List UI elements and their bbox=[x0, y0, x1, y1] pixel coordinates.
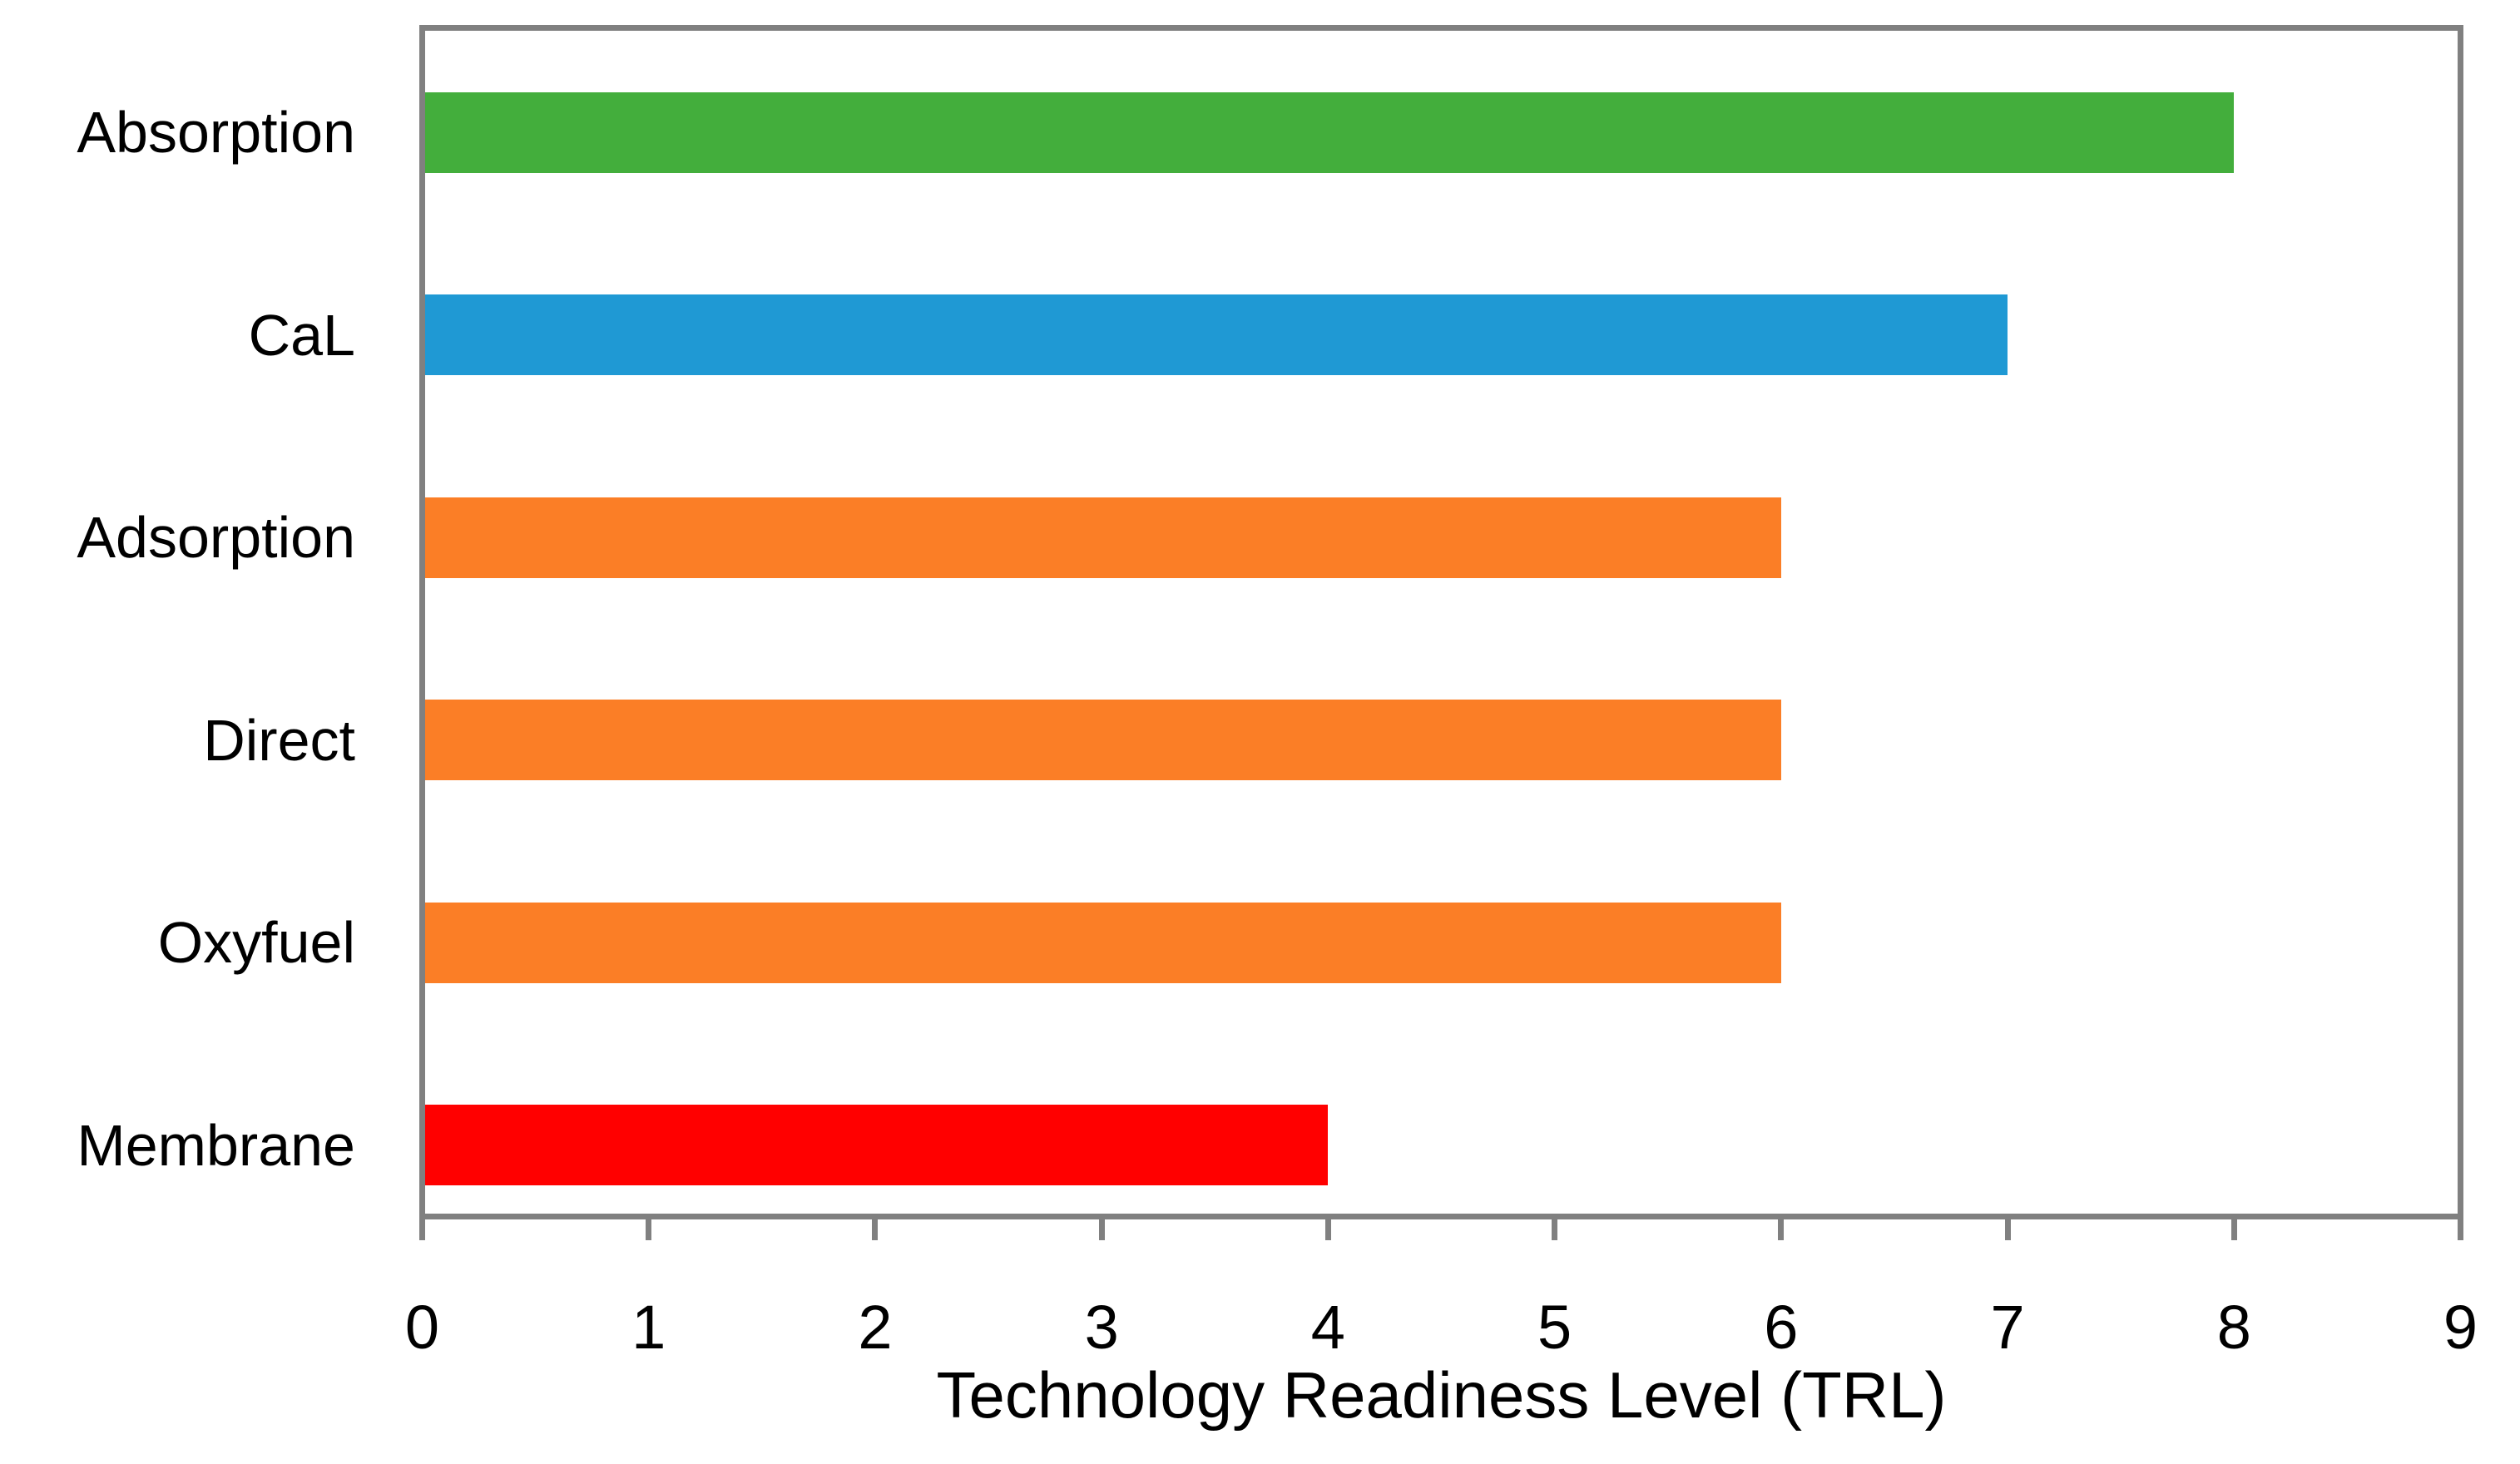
x-axis-tick-label-7: 7 bbox=[1990, 1293, 2025, 1362]
x-axis-title: Technology Readiness Level (TRL) bbox=[936, 1358, 1947, 1432]
x-axis-tick-label-0: 0 bbox=[404, 1293, 440, 1362]
category-label-oxyfuel: Oxyfuel bbox=[157, 910, 355, 975]
x-axis-tick-9 bbox=[2458, 1214, 2463, 1240]
category-label-adsorption: Adsorption bbox=[77, 505, 355, 570]
bar-adsorption bbox=[425, 497, 1781, 578]
bar-absorption bbox=[425, 92, 2235, 173]
x-axis-tick-label-9: 9 bbox=[2443, 1293, 2478, 1362]
x-axis-tick-label-4: 4 bbox=[1310, 1293, 1345, 1362]
category-label-absorption: Absorption bbox=[77, 100, 355, 165]
x-axis-tick-5 bbox=[1552, 1214, 1558, 1240]
x-axis-tick-label-8: 8 bbox=[2216, 1293, 2251, 1362]
x-axis-tick-label-3: 3 bbox=[1084, 1293, 1119, 1362]
category-label-membrane: Membrane bbox=[77, 1112, 355, 1178]
x-axis-tick-1 bbox=[646, 1214, 652, 1240]
bar-oxyfuel bbox=[425, 902, 1781, 983]
x-axis-tick-4 bbox=[1324, 1214, 1331, 1240]
x-axis-tick-label-1: 1 bbox=[631, 1293, 666, 1362]
category-label-cal: CaL bbox=[248, 302, 355, 368]
x-axis-tick-label-6: 6 bbox=[1764, 1293, 1799, 1362]
x-axis-tick-7 bbox=[2004, 1214, 2011, 1240]
x-axis-tick-0 bbox=[419, 1214, 425, 1240]
bar-cal bbox=[425, 294, 2008, 375]
x-axis-tick-label-2: 2 bbox=[858, 1293, 893, 1362]
x-axis-tick-8 bbox=[2230, 1214, 2237, 1240]
bar-membrane bbox=[425, 1105, 1329, 1185]
x-axis-tick-6 bbox=[1778, 1214, 1785, 1240]
bar-direct bbox=[425, 700, 1781, 780]
plot-area bbox=[419, 25, 2463, 1219]
x-axis-tick-2 bbox=[872, 1214, 879, 1240]
x-axis-tick-3 bbox=[1098, 1214, 1105, 1240]
x-axis-tick-label-5: 5 bbox=[1537, 1293, 1572, 1362]
category-label-direct: Direct bbox=[203, 707, 355, 773]
